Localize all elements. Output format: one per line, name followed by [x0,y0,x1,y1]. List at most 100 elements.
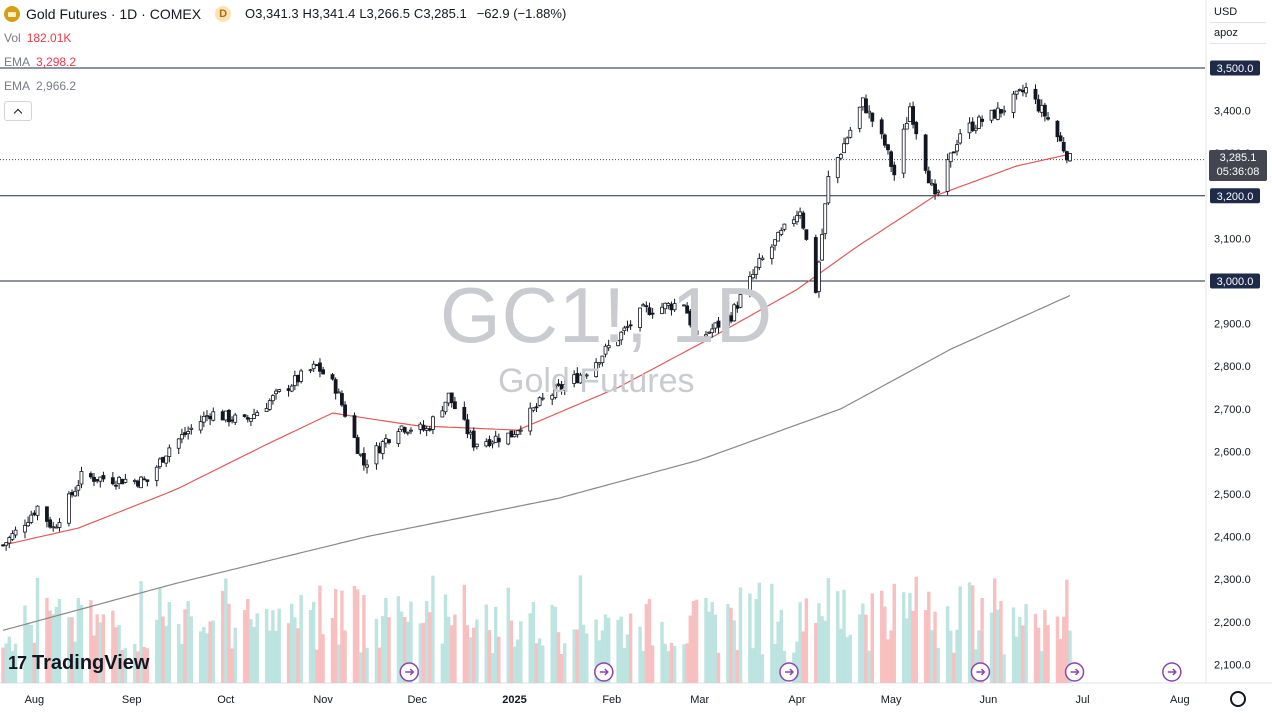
volume-bar [315,649,319,683]
scale-mode-selector[interactable]: apoz [1210,23,1266,44]
volume-bar [999,600,1003,683]
volume-bar [359,652,363,683]
volume-bar [616,619,620,683]
gold-symbol-icon [4,6,20,22]
volume-bar [945,606,950,683]
volume-bar [73,641,77,683]
candle-body [506,432,511,445]
ohlc-value: 3,285.1 [423,6,467,21]
volume-bar [1,647,5,683]
volume-bar [186,601,190,683]
symbol-title[interactable]: Gold Futures · 1D · COMEX [26,6,202,22]
candle-body [594,362,599,378]
candle-body [233,414,238,423]
candle-body [603,345,608,355]
level-price-tag [1210,273,1260,289]
candle-body [35,505,40,516]
candle-body [791,219,796,225]
volume-bar [136,651,140,683]
candle-body [73,490,78,497]
candle-body [867,110,872,114]
tradingview-logo[interactable]: 17 TradingView [8,652,149,675]
ohlc-key: O [245,6,256,21]
volume-bar [76,598,81,683]
candle-body [911,106,915,125]
volume-bar [892,583,896,683]
ohlc-key: H [302,6,312,21]
arrow-event-icon-glyph [784,668,795,676]
candle-body [493,435,498,443]
volume-bar [814,623,818,683]
volume-bar [290,603,294,683]
candle-body [296,374,300,383]
candle-body [970,121,975,131]
symbol-row: Gold Futures · 1D · COMEX D O3,341.3 H3,3… [4,2,566,26]
volume-bar [512,646,517,683]
y-tick-label: 2,900.0 [1214,319,1251,331]
candle-body [274,390,278,395]
volume-bar [1046,625,1050,683]
candle-body [995,107,1000,120]
volume-bar [111,610,115,683]
collapse-legend-button[interactable] [4,101,32,121]
candle-body [440,410,445,418]
volume-bar [384,598,388,683]
candle-body [773,239,777,246]
settings-icon[interactable] [1230,691,1246,707]
candle-body [186,431,191,435]
volume-bar [556,632,561,683]
volume-bar [424,600,429,683]
candle-body [277,389,282,392]
volume-bar [930,630,934,683]
candle-body [835,157,840,179]
candle-body [685,305,690,314]
volume-bar [625,634,630,683]
candle-body [923,134,928,171]
candle-body [879,119,884,135]
candle-body [139,476,143,489]
candle-body [992,109,997,119]
y-tick-label: 2,800.0 [1214,361,1251,373]
volume-bar [462,584,467,683]
candle-body [29,514,34,523]
volume-bar [418,623,423,683]
indicator-ema-fast[interactable]: EMA 3,298.2 [4,50,566,74]
volume-bar [484,604,488,683]
volume-bar [506,587,510,683]
candle-body [446,392,451,404]
indicator-label: EMA [4,55,31,69]
candle-body [813,237,818,293]
candle-body [314,364,319,367]
candle-body [230,419,234,422]
delayed-data-badge[interactable]: D [215,6,232,22]
volume-bar [795,641,799,683]
candle-body [88,473,93,478]
x-tick-label: Jul [1076,694,1090,706]
candle-body [201,415,206,423]
candle-body [857,106,862,129]
indicator-vol[interactable]: Vol 182.01K [4,26,566,50]
volume-bar [205,633,209,683]
ema-slow-line [2,294,1071,631]
indicator-ema-slow[interactable]: EMA 2,966.2 [4,74,566,98]
volume-bar [641,651,645,683]
volume-bar [89,600,93,683]
candle-body [660,306,664,314]
candle-body [892,164,897,176]
candle-body [1002,110,1006,113]
volume-bar [98,622,102,683]
candle-body [286,388,291,391]
candle-body [625,326,630,328]
candle-body [989,109,994,121]
candle-body [509,430,514,438]
volume-bar [1024,604,1028,683]
candle-body [487,439,492,447]
volume-bar [10,650,15,683]
volume-bar [528,613,532,683]
candle-body [757,258,762,268]
volume-bar [848,634,853,683]
volume-bar [914,576,918,683]
currency-selector[interactable]: USD [1210,2,1266,23]
candle-body [776,231,781,242]
